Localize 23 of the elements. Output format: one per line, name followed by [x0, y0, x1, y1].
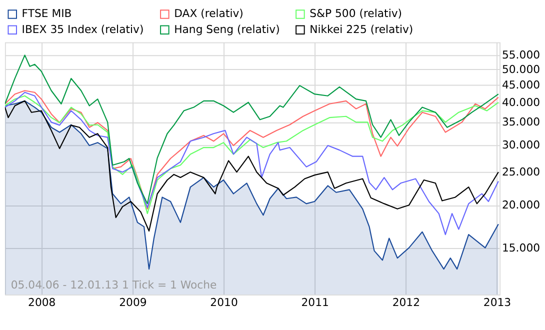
- x-tick-label: 2009: [119, 296, 147, 309]
- annotation: 05.04.06 - 12.01.13 1 Tick = 1 Woche: [10, 278, 218, 292]
- y-tick-label: 50.000: [502, 62, 540, 76]
- x-tick-label: 2008: [28, 296, 56, 309]
- y-tick-label: 20.000: [502, 198, 540, 212]
- x-tick-label: 2012: [392, 296, 420, 309]
- legend-label: DAX (relativ): [174, 7, 244, 20]
- y-tick-label: 15.000: [502, 241, 540, 254]
- y-tick-label: 25.000: [502, 166, 540, 179]
- legend-label: Nikkei 225 (relativ): [310, 22, 414, 36]
- x-tick-label: 2011: [301, 296, 329, 309]
- y-tick-label: 40.000: [502, 96, 540, 109]
- legend-label: S&P 500 (relativ): [310, 7, 402, 20]
- y-tick-label: 45.000: [502, 78, 540, 92]
- line-series: [4, 54, 499, 204]
- legend-label: IBEX 35 Index (relativ): [22, 22, 144, 36]
- y-tick-label: 35.000: [502, 116, 540, 129]
- x-tick-label: 2013: [483, 296, 512, 309]
- legend-label: Hang Seng (relativ): [174, 22, 280, 36]
- legend-label: FTSE MIB: [22, 7, 72, 20]
- y-tick-label: 55.000: [502, 48, 540, 62]
- y-tick-label: 30.000: [502, 138, 540, 152]
- x-tick-label: 2010: [210, 296, 238, 309]
